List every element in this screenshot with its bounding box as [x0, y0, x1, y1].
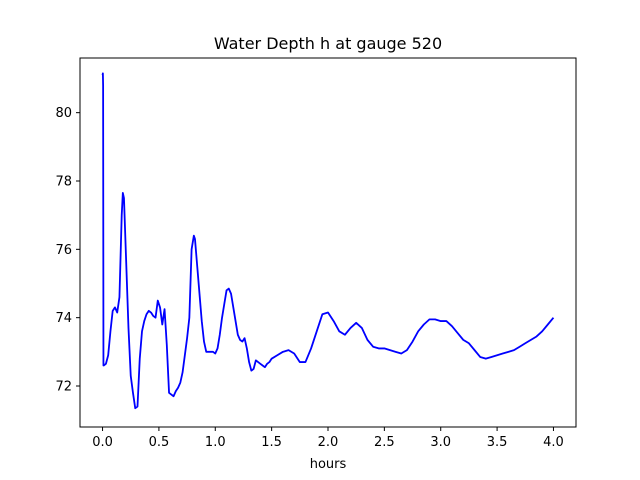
- y-tick-label: 80: [55, 106, 72, 121]
- series-line: [101, 72, 555, 410]
- y-tick-label: 72: [55, 380, 72, 395]
- x-tick-label: 3.0: [430, 435, 451, 450]
- y-tick-label: 78: [55, 175, 72, 190]
- x-tick-label: 2.0: [318, 435, 339, 450]
- x-tick-label: 3.5: [487, 435, 508, 450]
- y-tick-label: 74: [55, 311, 72, 326]
- y-axis: 72 74 76 78 80: [55, 106, 80, 395]
- y-tick-label: 76: [55, 243, 72, 258]
- chart-title: Water Depth h at gauge 520: [214, 34, 442, 53]
- x-tick-label: 4.0: [543, 435, 564, 450]
- x-axis: 0.0 0.5 1.0 1.5 2.0 2.5 3.0 3.5 4.0: [92, 427, 564, 450]
- x-tick-label: 0.5: [149, 435, 170, 450]
- x-tick-label: 1.0: [205, 435, 226, 450]
- x-tick-label: 2.5: [374, 435, 395, 450]
- x-axis-label: hours: [310, 457, 347, 472]
- x-tick-label: 1.5: [261, 435, 282, 450]
- x-tick-label: 0.0: [92, 435, 113, 450]
